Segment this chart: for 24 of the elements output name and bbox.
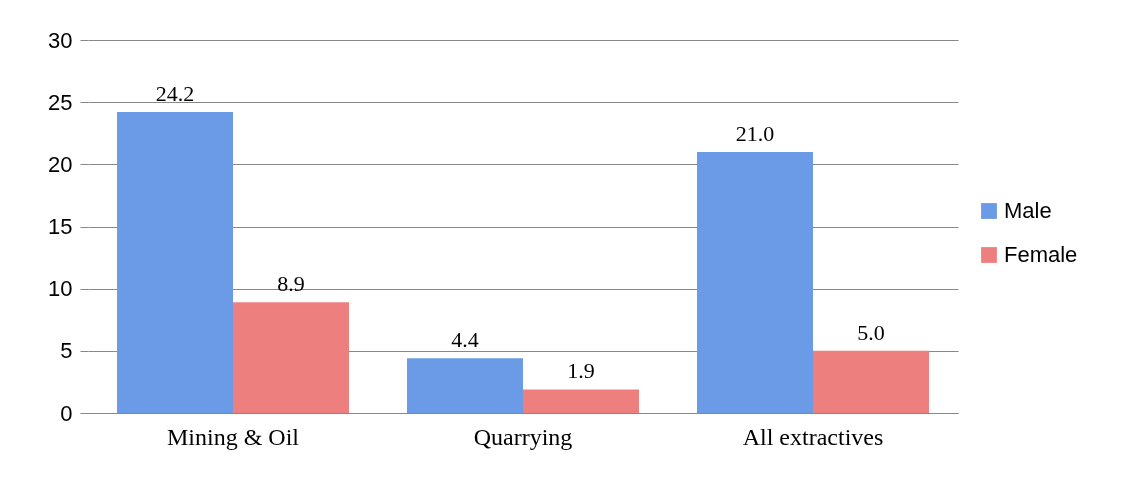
x-tick-label: Quarrying [473,423,573,450]
bar [233,302,349,413]
bar [117,112,233,413]
y-tick-label: 5 [60,338,73,364]
data-label: 24.2 [155,81,195,107]
x-tick-label: Mining & Oil [166,423,300,450]
data-label: 8.9 [277,271,305,297]
y-tick-label: 30 [48,27,73,53]
y-tick-label: 25 [48,89,73,115]
data-label: 21.0 [735,120,775,146]
y-tick-label: 15 [48,214,73,239]
bar [697,151,813,413]
data-label: 5.0 [857,319,885,345]
y-tick-label: 10 [48,276,73,302]
y-tick-label: 20 [48,151,73,177]
legend-label: Female [1004,242,1078,267]
bar [407,358,523,413]
bar [523,389,639,413]
bar [813,350,929,413]
y-tick-label: 0 [60,400,73,426]
x-tick-label: All extractives [742,423,884,450]
data-label: 4.4 [451,327,479,353]
legend-label: Male [1004,198,1052,223]
data-label: 1.9 [567,358,595,384]
